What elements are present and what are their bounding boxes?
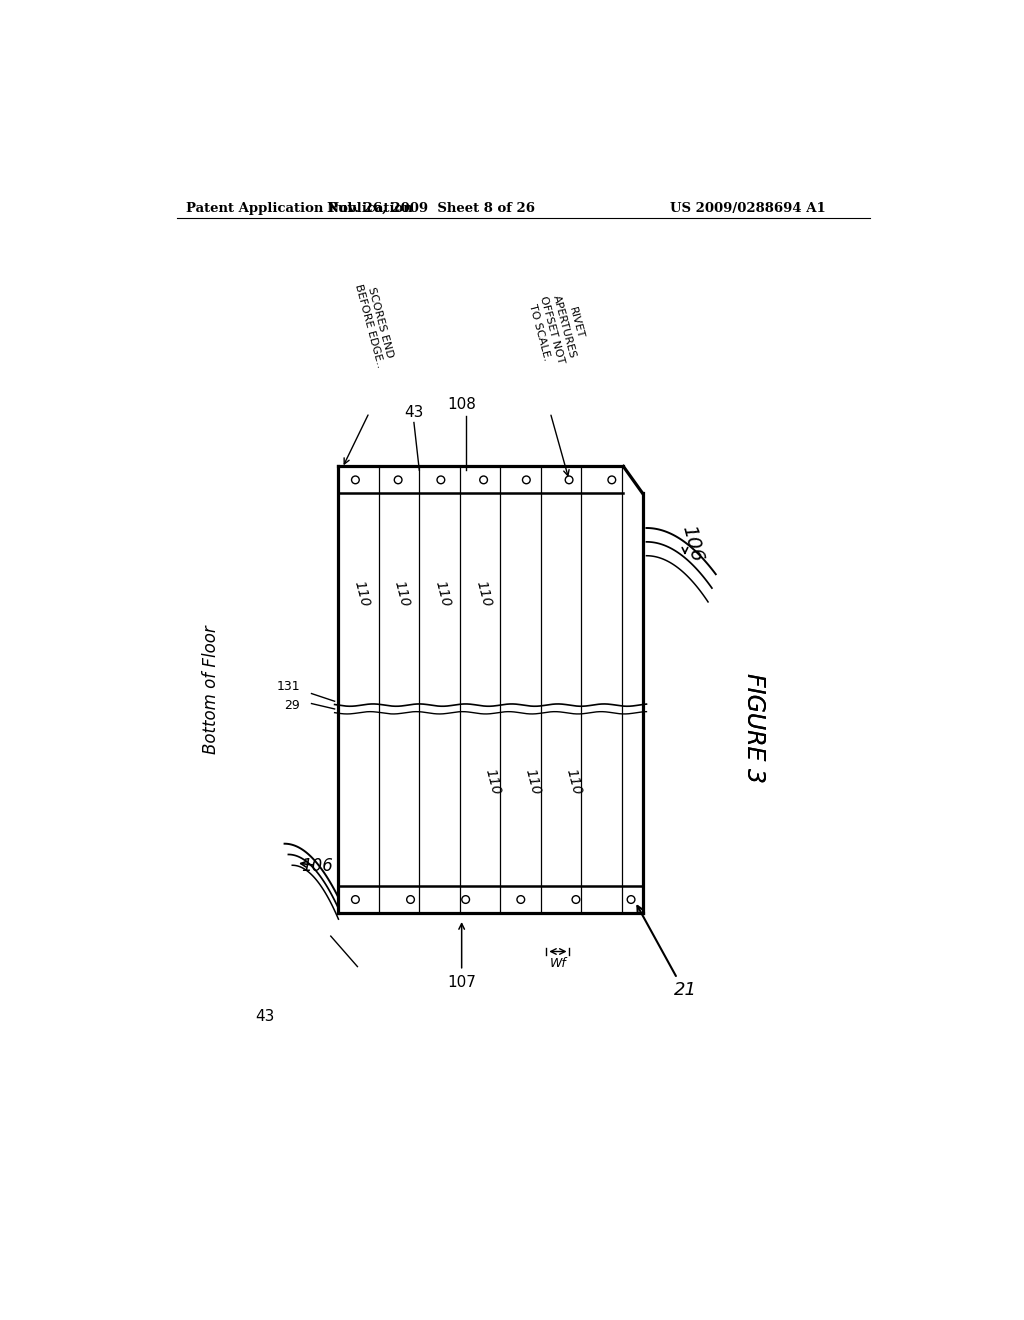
Text: 106: 106 bbox=[679, 523, 707, 564]
Text: 131: 131 bbox=[276, 680, 300, 693]
Circle shape bbox=[565, 477, 572, 483]
Text: SCORES END
BEFORE EDGE..: SCORES END BEFORE EDGE.. bbox=[352, 280, 396, 368]
Circle shape bbox=[407, 896, 415, 903]
Text: 106: 106 bbox=[301, 857, 334, 875]
Circle shape bbox=[462, 896, 470, 903]
Text: Bottom of Floor: Bottom of Floor bbox=[203, 626, 220, 754]
Circle shape bbox=[572, 896, 580, 903]
Circle shape bbox=[628, 896, 635, 903]
Circle shape bbox=[437, 477, 444, 483]
Text: 110: 110 bbox=[351, 578, 372, 609]
Text: Wf: Wf bbox=[550, 957, 566, 970]
Text: 43: 43 bbox=[256, 1010, 275, 1024]
Circle shape bbox=[517, 896, 524, 903]
Text: 110: 110 bbox=[482, 767, 503, 797]
Text: 110: 110 bbox=[392, 578, 413, 609]
Text: FIGURE 3: FIGURE 3 bbox=[742, 673, 766, 783]
Text: 107: 107 bbox=[447, 974, 476, 990]
Text: 110: 110 bbox=[432, 578, 453, 609]
Circle shape bbox=[351, 896, 359, 903]
Circle shape bbox=[522, 477, 530, 483]
Text: US 2009/0288694 A1: US 2009/0288694 A1 bbox=[670, 202, 825, 215]
Text: Patent Application Publication: Patent Application Publication bbox=[186, 202, 413, 215]
Circle shape bbox=[608, 477, 615, 483]
Text: 29: 29 bbox=[285, 700, 300, 711]
Circle shape bbox=[351, 477, 359, 483]
Text: 110: 110 bbox=[473, 578, 494, 609]
Text: FⅠGURE 3: FⅠGURE 3 bbox=[742, 673, 766, 783]
Text: Nov. 26, 2009  Sheet 8 of 26: Nov. 26, 2009 Sheet 8 of 26 bbox=[327, 202, 535, 215]
Text: RIVET
APERTURES
OFFSET NOT
TO SCALE.: RIVET APERTURES OFFSET NOT TO SCALE. bbox=[526, 288, 590, 367]
Text: 21: 21 bbox=[674, 981, 696, 999]
Text: 43: 43 bbox=[404, 405, 424, 420]
Text: 110: 110 bbox=[563, 767, 584, 797]
Circle shape bbox=[394, 477, 402, 483]
Text: 110: 110 bbox=[523, 767, 543, 797]
Text: 108: 108 bbox=[447, 397, 476, 412]
Circle shape bbox=[480, 477, 487, 483]
